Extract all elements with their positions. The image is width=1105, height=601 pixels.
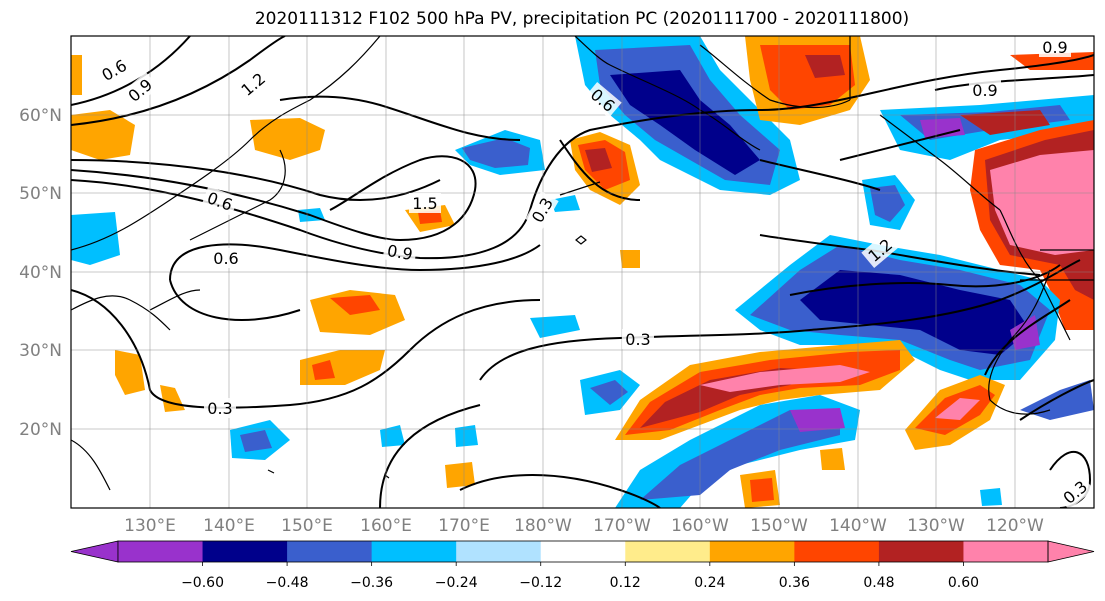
lat-label: 20°N xyxy=(19,420,62,440)
lon-label: 140°W xyxy=(829,516,887,536)
lon-label: 160°W xyxy=(671,516,729,536)
colorbar-segment xyxy=(794,541,880,562)
lon-label: 160°E xyxy=(360,516,412,536)
svg-text:0.9: 0.9 xyxy=(972,81,997,100)
lat-label: 30°N xyxy=(19,341,62,361)
contour-label: 0.3 xyxy=(204,398,236,418)
lon-label: 140°E xyxy=(203,516,255,536)
contour-label: 0.6 xyxy=(210,248,242,268)
lon-label: 150°E xyxy=(281,516,333,536)
lon-label: 170°W xyxy=(593,516,651,536)
colorbar-segment xyxy=(371,541,457,562)
svg-text:1.5: 1.5 xyxy=(412,194,437,213)
svg-text:0.9: 0.9 xyxy=(1042,38,1067,57)
colorbar-tick-label: 0.12 xyxy=(610,575,641,591)
colorbar-segment xyxy=(202,541,288,562)
colorbar-segment xyxy=(963,541,1049,562)
colorbar-segment xyxy=(709,541,795,562)
colorbar-tick-label: −0.48 xyxy=(266,575,309,591)
colorbar-tick-label: −0.60 xyxy=(181,575,224,591)
latitude-labels: 60°N 50°N 40°N 30°N 20°N xyxy=(19,106,62,440)
lat-label: 60°N xyxy=(19,106,62,126)
lon-label: 120°W xyxy=(986,516,1044,536)
longitude-labels: 130°E 140°E 150°E 160°E 170°E 180°W 170°W 160°W… xyxy=(124,516,1044,536)
chart-title: 2020111312 F102 500 hPa PV, precipitatio… xyxy=(254,9,910,29)
precipitation-shading xyxy=(71,36,1094,508)
colorbar-tick-label: 0.24 xyxy=(694,575,725,591)
lon-label: 130°E xyxy=(124,516,176,536)
colorbar-tick-label: −0.36 xyxy=(350,575,393,591)
lat-label: 50°N xyxy=(19,184,62,204)
colorbar-tick-label: 0.36 xyxy=(779,575,810,591)
svg-text:0.9: 0.9 xyxy=(386,241,414,264)
colorbar-segment xyxy=(456,541,542,562)
colorbar-tick-label: 0.60 xyxy=(948,575,979,591)
svg-text:0.6: 0.6 xyxy=(213,249,238,268)
contour-label: 0.9 xyxy=(969,80,1001,100)
contour-label: 1.5 xyxy=(409,193,441,213)
pv-contours xyxy=(71,36,1094,508)
svg-text:0.3: 0.3 xyxy=(625,330,650,349)
colorbar-extend-low xyxy=(70,540,119,563)
colorbar-segment xyxy=(625,541,711,562)
svg-text:0.3: 0.3 xyxy=(207,399,232,418)
lon-label: 150°W xyxy=(750,516,808,536)
colorbar-extend-high xyxy=(1047,540,1095,563)
contour-label: 0.9 xyxy=(382,239,418,265)
lon-label: 130°W xyxy=(907,516,965,536)
contour-labels: 0.60.9 1.21.50.60.90.30.30.30.91.20.90.30… xyxy=(95,37,1094,510)
colorbar-segment xyxy=(540,541,626,562)
colorbar: −0.60 −0.48 −0.36 −0.24 −0.12 0.12 0.24 0.36 0.4… xyxy=(70,540,1095,591)
lon-label: 180°W xyxy=(514,516,572,536)
colorbar-tick-label: −0.24 xyxy=(435,575,478,591)
lat-label: 40°N xyxy=(19,263,62,283)
colorbar-segment xyxy=(118,541,204,562)
contour-label: 0.9 xyxy=(1039,37,1071,57)
colorbar-segment xyxy=(878,541,964,562)
map-border xyxy=(70,35,1095,509)
colorbar-tick-label: 0.48 xyxy=(863,575,894,591)
colorbar-segment xyxy=(287,541,373,562)
contour-label: 0.3 xyxy=(622,329,654,349)
gridlines xyxy=(71,36,1094,508)
lon-label: 170°E xyxy=(438,516,490,536)
colorbar-tick-label: −0.12 xyxy=(519,575,562,591)
